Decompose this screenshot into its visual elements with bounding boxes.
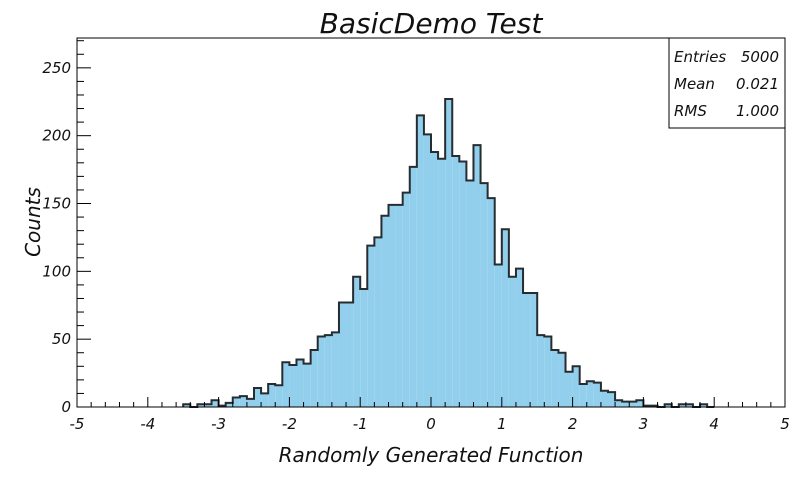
histogram-bin	[487, 198, 495, 407]
histogram-bin	[296, 359, 304, 407]
y-tick-label: 100	[42, 262, 71, 280]
histogram-bin	[685, 404, 693, 407]
histogram-bin	[183, 404, 191, 407]
stats-mean-value: 0.021	[736, 75, 779, 93]
x-axis-label: Randomly Generated Function	[279, 443, 584, 467]
chart-title: BasicDemo Test	[320, 7, 544, 40]
histogram-bin	[678, 404, 686, 407]
histogram-bin	[388, 204, 396, 407]
histogram-bin	[211, 400, 219, 407]
histogram-bin	[317, 336, 325, 407]
x-tick-label: -1	[353, 415, 368, 433]
x-tick-label: 3	[639, 415, 649, 433]
stats-mean-label: Mean	[674, 75, 715, 93]
stats-rms-value: 1.000	[736, 102, 779, 120]
stats-box-frame	[668, 37, 786, 129]
histogram-bin	[246, 398, 254, 407]
histogram-bin	[537, 335, 545, 407]
histogram-bin	[431, 151, 439, 407]
histogram-bin	[232, 397, 240, 407]
histogram-bin	[636, 400, 644, 407]
x-tick-label: -3	[211, 415, 226, 433]
y-axis-label: Counts	[21, 187, 45, 257]
histogram-bin	[324, 335, 332, 407]
histogram-bin	[480, 183, 488, 407]
histogram-bin	[416, 115, 424, 407]
y-tick-label: 50	[52, 330, 71, 348]
stats-rms-label: RMS	[674, 102, 707, 120]
histogram-bin	[268, 383, 276, 407]
y-tick-label: 150	[42, 195, 71, 213]
histogram-bin	[275, 385, 283, 407]
histogram-outline	[182, 98, 715, 408]
y-tick-label: 0	[61, 398, 71, 416]
histogram-bin	[586, 381, 594, 407]
histogram-bin	[473, 145, 481, 407]
x-tick-label: 4	[709, 415, 719, 433]
histogram-bin	[700, 404, 708, 407]
histogram-bin	[331, 332, 339, 407]
histogram-bin	[254, 388, 262, 407]
histogram-bin	[289, 364, 297, 407]
histogram-bin	[409, 166, 417, 407]
stats-entries-label: Entries	[674, 48, 726, 66]
histogram-bin	[615, 400, 623, 407]
histogram-bin	[622, 401, 630, 407]
histogram-bin	[310, 350, 318, 407]
stats-box: Entries 5000 Mean 0.021 RMS 1.000	[668, 37, 786, 129]
histogram-bin	[664, 404, 672, 407]
histogram-bin	[197, 404, 205, 407]
histogram-bin	[523, 293, 531, 407]
histogram-bin	[374, 237, 382, 407]
histogram-bin	[466, 180, 474, 407]
x-tick-label: -4	[140, 415, 155, 433]
y-tick-label: 250	[42, 59, 71, 77]
histogram-bin	[261, 393, 269, 407]
y-tick-label: 200	[42, 127, 71, 145]
x-tick-label: -5	[70, 415, 85, 433]
histogram-bin	[501, 229, 509, 407]
histogram-bin	[579, 383, 587, 407]
histogram-bin	[600, 390, 608, 407]
histogram-bin	[381, 215, 389, 407]
histogram-bin	[204, 404, 212, 407]
histogram-bin	[494, 264, 502, 407]
histogram-bin	[395, 204, 403, 407]
histogram-bin	[239, 396, 247, 407]
x-tick-label: 1	[497, 415, 507, 433]
x-tick-label: 0	[426, 415, 436, 433]
histogram-bin	[452, 156, 460, 407]
histogram-bin	[593, 382, 601, 407]
x-tick-label: -2	[282, 415, 297, 433]
histogram-bin	[402, 192, 410, 407]
histogram-bin	[353, 276, 361, 407]
histogram-bin	[445, 99, 453, 407]
histogram-bin	[438, 158, 446, 407]
histogram-bin	[530, 293, 538, 407]
histogram-bin	[551, 350, 559, 407]
histogram-bin	[346, 302, 354, 407]
histogram-bin	[565, 371, 573, 407]
x-tick-label: 2	[568, 415, 578, 433]
histogram-bin	[459, 161, 467, 407]
x-tick-label: 5	[780, 415, 790, 433]
histogram-bin	[225, 402, 233, 407]
histogram-bin	[515, 268, 524, 407]
histogram-bin	[360, 288, 368, 407]
histogram-layer	[182, 98, 715, 408]
histogram-bin	[282, 362, 290, 407]
stats-entries-value: 5000	[741, 48, 779, 66]
histogram-bin	[423, 134, 431, 407]
histogram-bin	[558, 352, 566, 407]
histogram-bin	[608, 392, 616, 407]
histogram-bin	[508, 276, 516, 407]
histogram-bin	[544, 336, 552, 407]
histogram-bin	[303, 363, 311, 407]
histogram-bin	[629, 401, 637, 407]
histogram-bin	[572, 366, 580, 407]
histogram-bin	[338, 302, 347, 407]
histogram-bin	[367, 245, 375, 407]
